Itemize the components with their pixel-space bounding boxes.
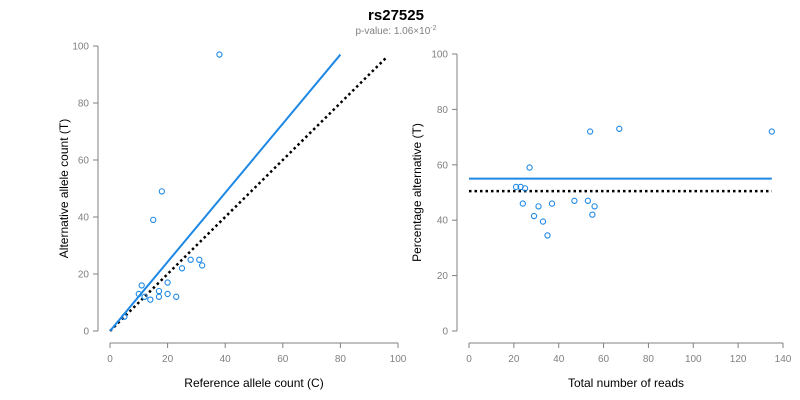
data-point: [586, 128, 594, 135]
chart-subtitle: p-value: 1.06×10-2: [355, 25, 436, 37]
data-point: [199, 262, 206, 269]
x-tick-label: 0: [466, 354, 472, 365]
x-tick-label: 100: [390, 354, 407, 365]
data-point: [544, 232, 551, 239]
data-point: [135, 290, 142, 298]
data-point: [121, 313, 128, 320]
y-tick-label: 0: [83, 327, 89, 338]
x-tick-label: 80: [643, 354, 655, 365]
x-tick-label: 120: [730, 354, 747, 365]
data-point: [584, 197, 592, 204]
y-tick-label: 60: [78, 156, 90, 167]
data-point: [138, 282, 145, 289]
x-tick-label: 20: [508, 354, 520, 365]
data-point: [512, 183, 520, 191]
chart-title: rs27525: [368, 7, 424, 24]
x-tick-label: 80: [335, 354, 347, 365]
data-point: [147, 296, 154, 303]
p-value-text: p-value: 1.06×10: [355, 26, 430, 37]
x-tick-label: 60: [598, 354, 610, 365]
data-point: [216, 51, 223, 58]
data-point: [571, 197, 578, 204]
y-tick-label: 40: [437, 216, 449, 227]
data-point: [178, 265, 186, 272]
data-point: [535, 203, 542, 210]
y-tick-label: 20: [78, 270, 90, 281]
fit-line: [109, 53, 342, 332]
x-tick-label: 140: [775, 354, 792, 365]
y-tick-label: 20: [437, 271, 449, 282]
data-point: [530, 212, 538, 220]
reference-line: [109, 56, 388, 332]
x-tick-label: 20: [162, 354, 174, 365]
data-point: [187, 256, 194, 263]
x-tick-label: 40: [220, 354, 232, 365]
x-axis-title: Total number of reads: [568, 376, 684, 390]
data-point: [173, 293, 180, 300]
data-point: [768, 128, 775, 135]
data-point: [150, 216, 157, 223]
data-point: [526, 164, 533, 171]
data-point: [155, 287, 163, 295]
data-point: [141, 293, 148, 300]
y-tick-label: 0: [442, 327, 448, 338]
data-point: [164, 290, 171, 298]
data-point: [591, 203, 598, 210]
y-tick-label: 40: [78, 213, 90, 224]
data-point: [164, 279, 171, 286]
data-point: [548, 200, 556, 207]
data-point: [155, 293, 163, 300]
y-tick-label: 80: [437, 105, 449, 116]
y-axis-title: Alternative allele count (T): [57, 119, 71, 258]
data-point: [589, 211, 596, 218]
data-point: [196, 256, 203, 263]
p-value-exponent: -2: [430, 25, 436, 32]
y-tick-label: 100: [431, 50, 448, 61]
data-point: [616, 125, 623, 132]
y-axis-title: Percentage alternative (T): [410, 123, 424, 262]
data-point: [539, 218, 547, 225]
x-tick-label: 100: [685, 354, 702, 365]
left-scatter-panel: 0 20 40 60 80 100 0 20 40 60 80 100 Reference allele…: [57, 42, 407, 391]
y-tick-label: 80: [78, 99, 90, 110]
data-point: [158, 188, 165, 195]
y-tick-label: 100: [72, 42, 89, 53]
data-point: [521, 185, 529, 192]
x-axis-title: Reference allele count (C): [184, 376, 323, 390]
x-tick-label: 60: [277, 354, 289, 365]
data-point: [519, 200, 526, 207]
x-tick-label: 40: [553, 354, 565, 365]
y-tick-label: 60: [437, 160, 449, 171]
x-tick-label: 0: [107, 354, 113, 365]
